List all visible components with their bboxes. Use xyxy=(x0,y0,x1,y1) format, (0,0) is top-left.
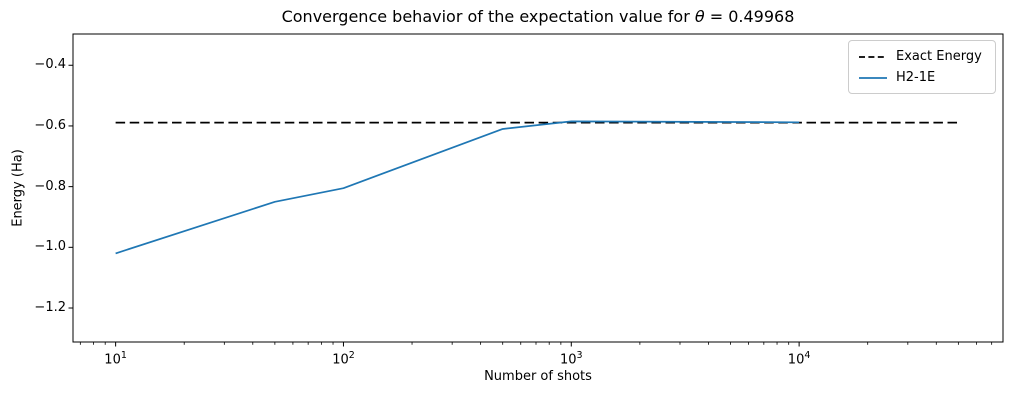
chart-title: Convergence behavior of the expectation … xyxy=(73,6,1003,28)
legend-label-h2-1e: H2-1E xyxy=(896,70,936,85)
chart-title-value: = 0.49968 xyxy=(704,7,795,26)
x-tick-label: 104 xyxy=(787,350,811,368)
legend-entry-h2-1e: H2-1E xyxy=(858,67,987,88)
legend-entry-exact-energy: Exact Energy xyxy=(858,46,987,67)
y-tick-label: −0.4 xyxy=(34,57,66,73)
x-tick-label: 101 xyxy=(104,350,127,368)
y-tick-label: −0.8 xyxy=(34,178,66,194)
chart-title-text: Convergence behavior of the expectation … xyxy=(281,7,695,26)
x-tick-label: 103 xyxy=(560,350,583,368)
series-line-h2-1e xyxy=(115,120,800,255)
dashed-line-sample-icon xyxy=(859,55,887,58)
axes-frame xyxy=(72,33,1004,343)
legend: Exact Energy H2-1E xyxy=(848,40,996,94)
y-tick-label: −1.0 xyxy=(34,239,66,255)
theta-symbol: θ xyxy=(694,7,705,26)
y-tick-label: −1.2 xyxy=(34,300,66,315)
legend-label-exact-energy: Exact Energy xyxy=(896,49,982,64)
x-tick-label: 102 xyxy=(332,350,355,368)
x-axis-label: Number of shots xyxy=(484,369,592,384)
y-tick-label: −0.6 xyxy=(34,117,66,133)
solid-line-sample-icon xyxy=(859,76,887,79)
